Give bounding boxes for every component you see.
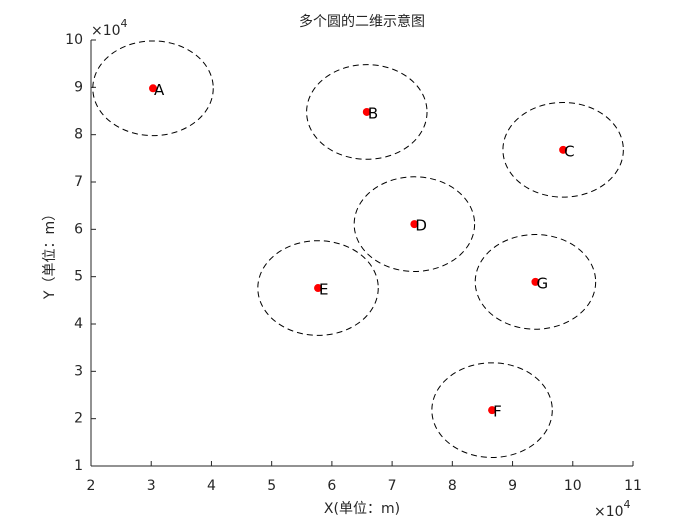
circle xyxy=(353,176,476,272)
point-label: C xyxy=(564,142,574,160)
x-tick-label: 5 xyxy=(267,478,276,494)
y-axis-label: Y（单位：m） xyxy=(42,207,58,300)
point-label: B xyxy=(368,104,378,122)
y-tick-label: 10 xyxy=(65,32,83,48)
point xyxy=(314,284,323,293)
x-tick-label: 4 xyxy=(207,478,216,494)
x-tick-label: 9 xyxy=(508,478,517,494)
y-scale-base: ×10 xyxy=(91,23,121,39)
y-tick-label: 9 xyxy=(74,79,83,95)
circle xyxy=(92,40,214,137)
x-tick-label: 6 xyxy=(327,478,336,494)
x-tick-label: 2 xyxy=(87,478,96,494)
point xyxy=(149,84,158,93)
circle xyxy=(257,240,379,336)
y-tick-label: 7 xyxy=(74,174,83,190)
y-tick-label: 5 xyxy=(74,269,83,285)
y-scale-label: ×104 xyxy=(91,17,128,39)
point-label: G xyxy=(536,274,548,292)
y-tick-label: 1 xyxy=(74,458,83,474)
y-tick-label: 3 xyxy=(74,363,83,379)
x-scale-exponent: 4 xyxy=(624,498,631,511)
point xyxy=(531,277,540,286)
y-tick-label: 6 xyxy=(74,221,83,237)
circle xyxy=(306,64,428,160)
point xyxy=(362,107,371,116)
chart-title: 多个圆的二维示意图 xyxy=(299,13,425,30)
x-scale-base: ×10 xyxy=(594,504,624,520)
circle xyxy=(502,101,624,198)
x-scale-label: ×104 xyxy=(594,498,631,520)
x-tick-label: 3 xyxy=(147,478,156,494)
circle xyxy=(474,234,597,330)
circle xyxy=(431,362,553,458)
y-tick-label: 8 xyxy=(74,127,83,143)
point xyxy=(559,145,568,154)
x-tick-label: 8 xyxy=(448,478,457,494)
y-scale-exponent: 4 xyxy=(121,17,128,30)
point-label: F xyxy=(493,403,502,421)
x-axis-label: X(单位：m) xyxy=(324,501,400,517)
point-label: D xyxy=(415,217,427,235)
point xyxy=(410,220,419,229)
x-tick-label: 7 xyxy=(388,478,397,494)
point xyxy=(488,406,497,415)
point-label: E xyxy=(319,281,328,299)
x-tick-label: 10 xyxy=(564,478,582,494)
y-tick-label: 2 xyxy=(74,411,83,427)
x-tick-label: 11 xyxy=(624,478,642,494)
point-label: A xyxy=(154,81,165,99)
y-tick-label: 4 xyxy=(74,316,83,332)
